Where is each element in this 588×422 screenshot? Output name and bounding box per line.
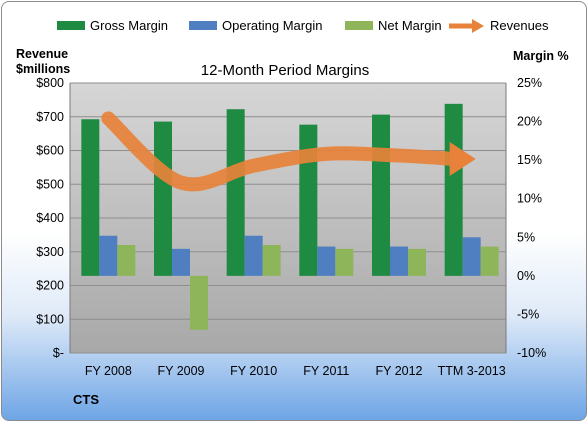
legend-swatch-gross-margin	[57, 21, 85, 30]
left-tick-label: $100	[36, 312, 64, 326]
bar-gross-margin	[81, 119, 100, 276]
bars-group	[81, 103, 499, 330]
gridlines	[69, 82, 507, 354]
bar-operating-margin	[172, 248, 190, 276]
left-tick-label: $-	[53, 346, 64, 360]
revenue-arrowhead	[449, 141, 476, 176]
legend-swatch-operating-margin	[189, 21, 217, 30]
right-tick-label: -10%	[517, 346, 546, 360]
x-tick-label: FY 2010	[230, 364, 277, 378]
right-tick-label: -5%	[517, 307, 539, 321]
bar-gross-margin	[226, 109, 245, 276]
bar-net-margin	[408, 248, 426, 276]
bar-net-margin	[190, 275, 208, 330]
bar-net-margin	[262, 245, 281, 276]
bar-operating-margin	[390, 246, 408, 276]
right-axis-title: Margin %	[513, 49, 569, 63]
right-tick-label: 0%	[517, 269, 535, 283]
right-tick-label: 10%	[517, 192, 542, 206]
x-tick-label: FY 2011	[303, 364, 349, 378]
bar-gross-margin	[372, 114, 390, 276]
legend-swatch-net-margin	[345, 21, 373, 30]
company-label: CTS	[73, 392, 99, 407]
x-tick-label: FY 2009	[157, 364, 204, 378]
right-tick-label: 25%	[517, 76, 542, 90]
x-tick-label: FY 2008	[85, 364, 132, 378]
bar-operating-margin	[99, 235, 118, 276]
left-tick-label: $600	[36, 144, 64, 158]
bar-operating-margin	[317, 246, 336, 276]
chart-title: 12-Month Period Margins	[201, 62, 369, 79]
legend-label-net-margin: Net Margin	[378, 18, 442, 33]
x-axis-ticks: FY 2008 FY 2009 FY 2010 FY 2011 FY 2012 TTM 3…	[85, 364, 506, 378]
right-tick-label: 20%	[517, 115, 542, 129]
bar-net-margin	[117, 245, 136, 276]
bar-net-margin	[335, 248, 354, 276]
revenue-line	[101, 111, 461, 192]
legend: Gross Margin Operating Margin Net Margin…	[57, 18, 549, 33]
bar-gross-margin	[299, 124, 318, 276]
legend-label-operating-margin: Operating Margin	[222, 18, 322, 33]
left-tick-label: $500	[36, 177, 64, 191]
left-tick-label: $200	[36, 279, 64, 293]
legend-label-gross-margin: Gross Margin	[90, 18, 168, 33]
legend-label-revenues: Revenues	[490, 18, 549, 33]
right-tick-label: 5%	[517, 230, 535, 244]
bar-gross-margin	[154, 121, 172, 276]
right-tick-label: 15%	[517, 153, 542, 167]
x-tick-label: TTM 3-2013	[438, 364, 506, 378]
x-tick-label: FY 2012	[375, 364, 422, 378]
left-axis-ticks: $- $100 $200 $300 $400 $500 $600 $700 $800	[36, 76, 64, 360]
bar-operating-margin	[244, 235, 263, 276]
left-tick-label: $300	[36, 245, 64, 259]
left-tick-label: $700	[36, 110, 64, 124]
legend-arrow-revenues	[472, 19, 484, 33]
right-axis-ticks: -10% -5% 0% 5% 10% 15% 20% 25%	[517, 76, 546, 360]
bar-operating-margin	[462, 237, 481, 276]
left-tick-label: $800	[36, 76, 64, 90]
bar-gross-margin	[444, 103, 463, 276]
left-axis-title-line1: Revenue	[16, 47, 68, 61]
revenue-line-group	[101, 111, 476, 192]
bar-net-margin	[480, 246, 499, 276]
left-axis-title-line2: $millions	[16, 62, 70, 76]
left-tick-label: $400	[36, 211, 64, 225]
